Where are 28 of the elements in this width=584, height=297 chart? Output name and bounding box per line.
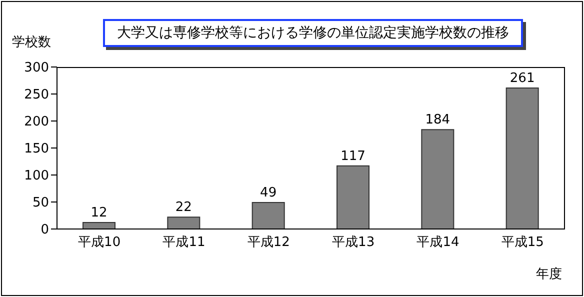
y-tick-label: 300 [24, 60, 49, 76]
y-tick-label: 200 [24, 114, 49, 130]
y-tick-label: 100 [24, 168, 49, 184]
y-tick-label: 250 [24, 88, 49, 103]
bar [506, 88, 539, 229]
data-label: 22 [175, 200, 192, 216]
bar [82, 222, 116, 229]
x-tick-label: 平成10 [78, 235, 121, 250]
bar [167, 216, 200, 229]
x-tick-label: 平成14 [416, 235, 460, 250]
data-label: 261 [510, 71, 535, 86]
data-label: 49 [260, 186, 277, 201]
x-tick-label: 平成12 [247, 235, 290, 250]
data-label: 184 [425, 112, 450, 128]
bar [252, 202, 285, 229]
x-tick-label: 平成13 [332, 235, 375, 250]
x-tick-label: 平成15 [501, 235, 544, 250]
data-label: 117 [340, 148, 366, 164]
y-axis-title: 学校数 [12, 34, 51, 51]
y-tick-label: 0 [40, 222, 49, 238]
bar [336, 165, 370, 229]
x-tick-label: 平成11 [162, 235, 206, 250]
chart-title: 大学又は専修学校等における学修の単位認定実施学校数の推移 [103, 19, 523, 47]
data-label: 12 [90, 206, 108, 221]
bar [421, 129, 454, 229]
x-axis-title: 年度 [536, 266, 562, 283]
y-tick-label: 50 [32, 196, 49, 211]
y-tick-label: 150 [24, 142, 49, 157]
